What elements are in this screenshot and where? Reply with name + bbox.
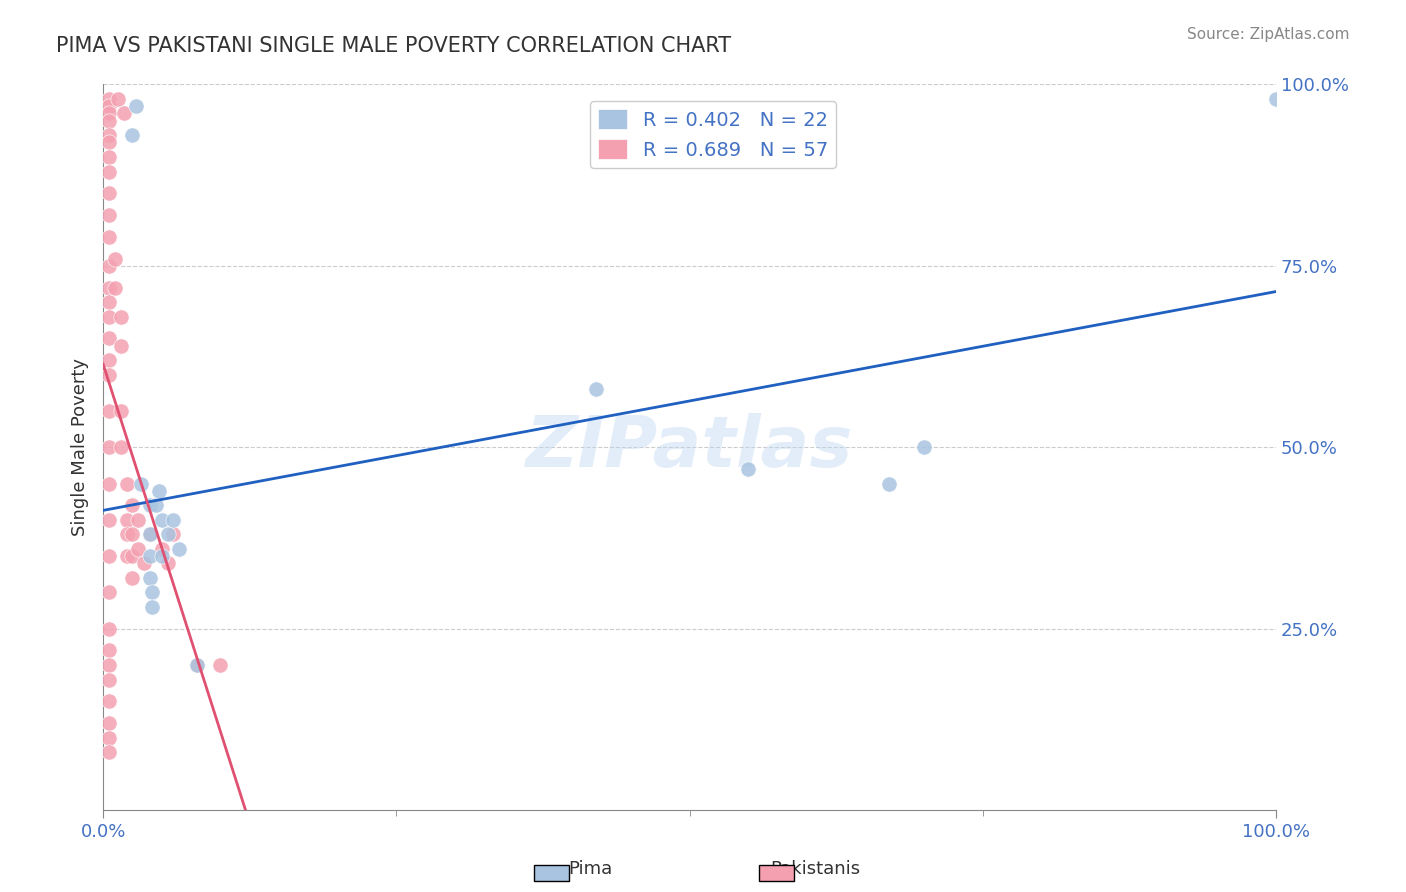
- Point: [112, 106, 135, 120]
- Point: [121, 499, 143, 513]
- Point: [98, 585, 121, 599]
- Point: [98, 404, 121, 418]
- Y-axis label: Single Male Poverty: Single Male Poverty: [72, 359, 89, 536]
- Point: [98, 673, 121, 687]
- Point: [98, 136, 121, 150]
- Point: [912, 440, 935, 454]
- Point: [134, 557, 156, 571]
- Point: [98, 128, 121, 143]
- Point: [148, 483, 170, 498]
- Point: [737, 462, 759, 476]
- Point: [98, 658, 121, 673]
- Point: [139, 499, 162, 513]
- Point: [98, 259, 121, 273]
- Point: [141, 585, 163, 599]
- Point: [98, 99, 121, 113]
- Point: [115, 549, 138, 563]
- Point: [145, 499, 167, 513]
- Point: [104, 280, 127, 294]
- Point: [98, 745, 121, 759]
- Point: [115, 513, 138, 527]
- Point: [98, 113, 121, 128]
- Point: [169, 541, 191, 556]
- Point: [98, 643, 121, 657]
- Point: [139, 527, 162, 541]
- Point: [98, 549, 121, 563]
- Point: [98, 310, 121, 324]
- Point: [125, 99, 148, 113]
- Point: [121, 527, 143, 541]
- Point: [98, 186, 121, 201]
- Text: PIMA VS PAKISTANI SINGLE MALE POVERTY CORRELATION CHART: PIMA VS PAKISTANI SINGLE MALE POVERTY CO…: [56, 36, 731, 55]
- Point: [1265, 92, 1288, 106]
- Point: [877, 476, 900, 491]
- Point: [156, 557, 179, 571]
- Point: [98, 208, 121, 222]
- Text: Source: ZipAtlas.com: Source: ZipAtlas.com: [1187, 27, 1350, 42]
- Text: Pakistanis: Pakistanis: [770, 860, 860, 878]
- Point: [107, 92, 129, 106]
- Point: [115, 527, 138, 541]
- Point: [115, 476, 138, 491]
- Point: [121, 128, 143, 143]
- Point: [110, 339, 132, 353]
- Point: [186, 658, 208, 673]
- Point: [98, 331, 121, 345]
- Point: [98, 150, 121, 164]
- Point: [121, 549, 143, 563]
- Point: [121, 571, 143, 585]
- Point: [150, 513, 173, 527]
- Point: [186, 658, 208, 673]
- Point: [98, 731, 121, 745]
- Point: [162, 527, 184, 541]
- Point: [98, 622, 121, 636]
- Point: [98, 476, 121, 491]
- Point: [98, 440, 121, 454]
- Point: [98, 106, 121, 120]
- Text: ZIPatlas: ZIPatlas: [526, 413, 853, 482]
- Point: [98, 513, 121, 527]
- Point: [139, 571, 162, 585]
- Point: [156, 527, 179, 541]
- Point: [98, 295, 121, 310]
- Point: [209, 658, 232, 673]
- Point: [150, 549, 173, 563]
- Point: [585, 382, 607, 396]
- Legend: R = 0.402   N = 22, R = 0.689   N = 57: R = 0.402 N = 22, R = 0.689 N = 57: [591, 102, 835, 168]
- Point: [127, 513, 149, 527]
- Text: Pima: Pima: [568, 860, 613, 878]
- Point: [139, 549, 162, 563]
- Point: [104, 252, 127, 266]
- Point: [98, 716, 121, 731]
- Point: [98, 368, 121, 382]
- Point: [110, 310, 132, 324]
- Point: [127, 541, 149, 556]
- Point: [150, 541, 173, 556]
- Point: [110, 404, 132, 418]
- Point: [98, 280, 121, 294]
- Point: [98, 694, 121, 708]
- Point: [139, 527, 162, 541]
- Point: [129, 476, 152, 491]
- Point: [98, 164, 121, 178]
- Point: [98, 230, 121, 244]
- Point: [141, 599, 163, 614]
- Point: [98, 92, 121, 106]
- Point: [110, 440, 132, 454]
- Point: [98, 353, 121, 368]
- Point: [162, 513, 184, 527]
